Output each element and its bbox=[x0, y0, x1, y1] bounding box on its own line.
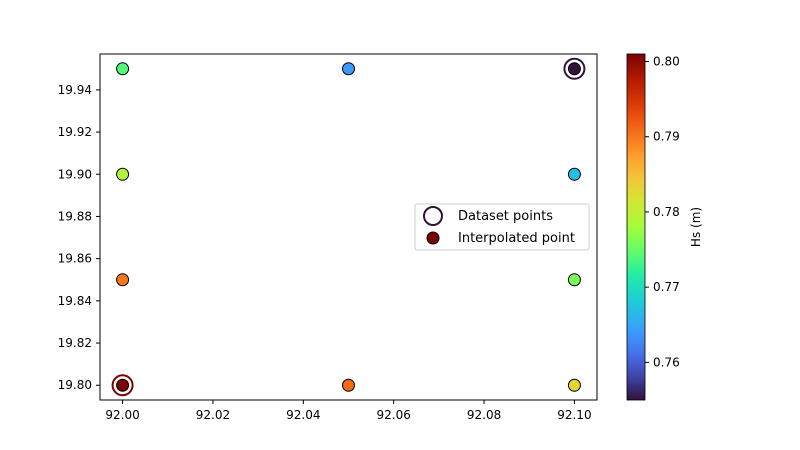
y-tick-label: 19.80 bbox=[58, 378, 92, 392]
y-tick-label: 19.88 bbox=[58, 209, 92, 223]
interpolated-point bbox=[342, 378, 355, 392]
scatter-markers bbox=[111, 57, 586, 397]
y-tick-label: 19.84 bbox=[58, 294, 92, 308]
colorbar-tick-label: 0.77 bbox=[653, 280, 680, 294]
interpolated-point bbox=[116, 273, 130, 287]
legend: Dataset points Interpolated point bbox=[414, 203, 590, 251]
x-tick-label: 92.04 bbox=[286, 408, 320, 422]
colorbar-tick-label: 0.78 bbox=[653, 205, 680, 219]
legend-box bbox=[414, 203, 590, 251]
y-tick-label: 19.82 bbox=[58, 336, 92, 350]
interpolated-point bbox=[116, 378, 130, 392]
x-tick-label: 92.06 bbox=[377, 408, 411, 422]
legend-marker-dataset bbox=[423, 206, 443, 226]
y-axis-ticks: 19.80 19.82 19.84 19.86 19.88 19.90 19.92 19.94 bbox=[58, 83, 100, 392]
colorbar-label: Hs (m) bbox=[689, 207, 703, 247]
y-tick-label: 19.90 bbox=[58, 167, 92, 181]
interpolated-point bbox=[342, 62, 355, 76]
y-tick-label: 19.86 bbox=[58, 252, 92, 266]
legend-marker-interpolated bbox=[426, 231, 440, 245]
colorbar bbox=[626, 53, 646, 401]
dataset-point-ring bbox=[111, 374, 134, 397]
legend-label-dataset: Dataset points bbox=[458, 209, 553, 224]
colorbar-tick-label: 0.76 bbox=[653, 355, 680, 369]
colorbar-tick-label: 0.79 bbox=[653, 130, 680, 144]
y-tick-label: 19.94 bbox=[58, 83, 92, 97]
interpolated-point bbox=[567, 62, 581, 76]
x-axis-ticks: 92.00 92.02 92.04 92.06 92.08 92.10 bbox=[105, 400, 592, 422]
x-tick-label: 92.08 bbox=[467, 408, 501, 422]
interpolated-point bbox=[567, 167, 581, 181]
x-tick-label: 92.02 bbox=[196, 408, 230, 422]
interpolated-point bbox=[116, 167, 130, 181]
interpolated-point bbox=[567, 273, 581, 287]
dataset-point-ring bbox=[563, 57, 586, 80]
interpolated-point bbox=[567, 378, 581, 392]
y-tick-label: 19.92 bbox=[58, 125, 92, 139]
colorbar-tick-label: 0.80 bbox=[653, 55, 680, 69]
legend-label-interpolated: Interpolated point bbox=[458, 231, 575, 246]
colorbar-ticks: 0.76 0.77 0.78 0.79 0.80 bbox=[645, 55, 680, 369]
interpolated-point bbox=[116, 62, 130, 76]
x-tick-label: 92.10 bbox=[557, 408, 591, 422]
x-tick-label: 92.00 bbox=[105, 408, 139, 422]
